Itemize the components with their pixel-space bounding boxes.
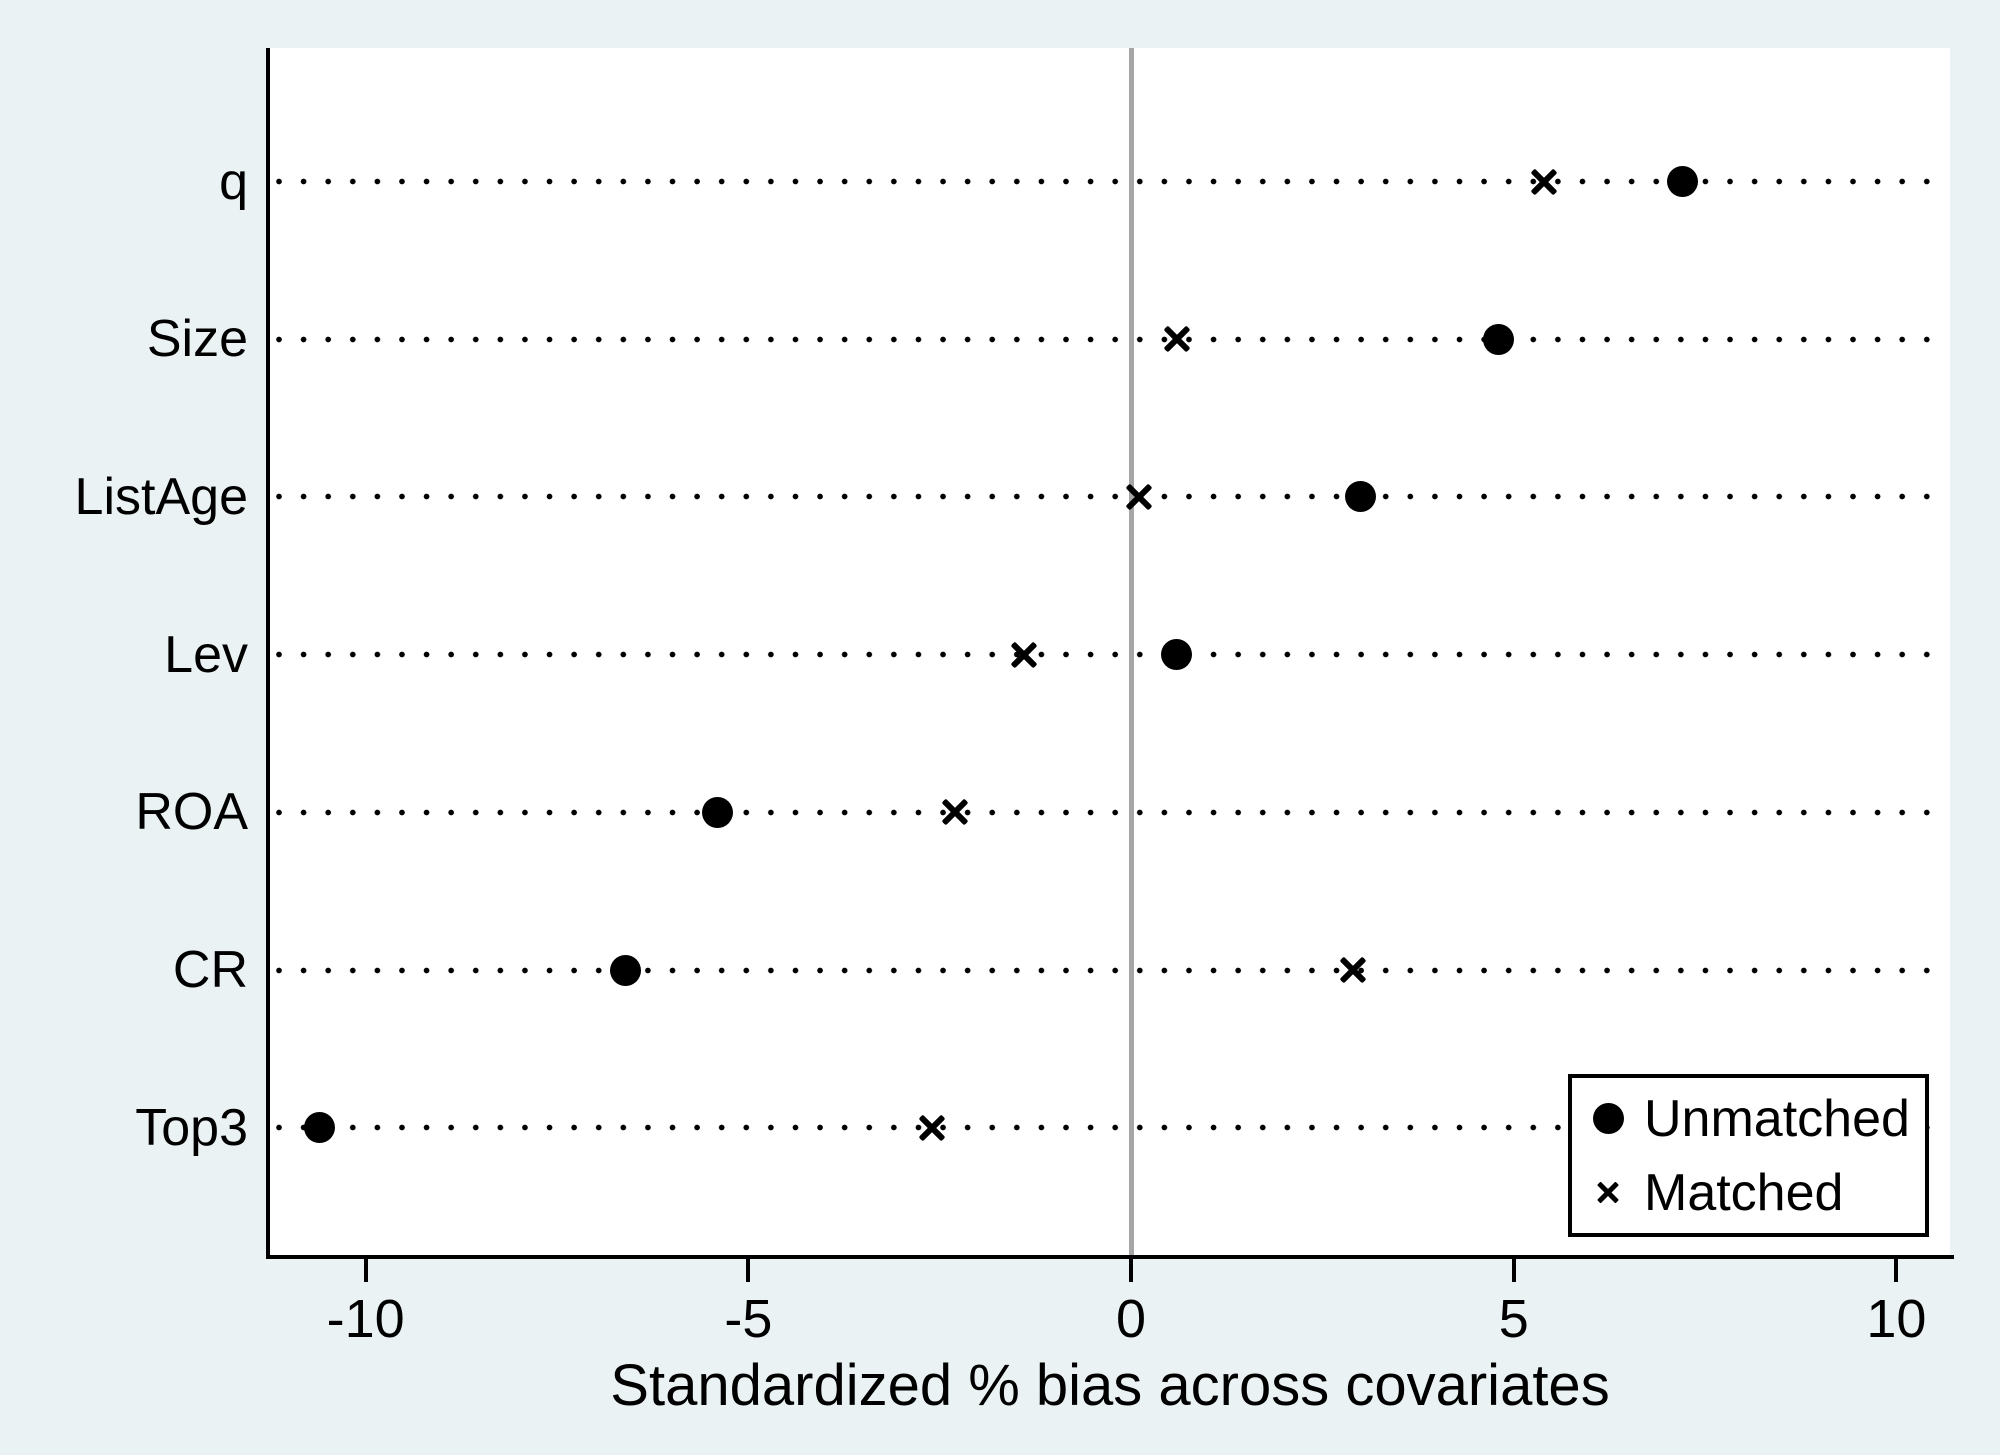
unmatched-marker	[1482, 323, 1514, 355]
y-axis-label-roa: ROA	[135, 783, 248, 842]
y-axis-label-size: Size	[146, 310, 248, 369]
x-axis-tick	[746, 1259, 751, 1282]
x-icon	[1596, 1181, 1620, 1205]
x-axis-tick	[363, 1259, 368, 1282]
circle-icon	[1592, 1103, 1624, 1134]
x-axis-tick	[1511, 1259, 1516, 1282]
dotted-guide-line	[276, 651, 1934, 659]
matched-marker	[1163, 325, 1191, 353]
matched-marker	[1125, 483, 1153, 511]
dotted-guide-line	[276, 1124, 1934, 1132]
unmatched-marker	[1345, 481, 1377, 513]
matched-marker	[918, 1114, 946, 1142]
legend-item-matched: Matched	[1572, 1161, 1925, 1225]
x-axis-tick	[1129, 1259, 1134, 1282]
unmatched-marker	[1161, 639, 1193, 671]
y-axis-label-q: q	[219, 152, 248, 211]
dotted-guide-line	[276, 335, 1934, 343]
x-axis-tick-label: 10	[1866, 1289, 1927, 1349]
legend-label: Unmatched	[1644, 1089, 1910, 1148]
dotted-guide-line	[276, 966, 1934, 974]
legend: Unmatched Matched	[1568, 1074, 1929, 1237]
unmatched-marker	[1666, 166, 1698, 197]
dotted-guide-line	[276, 808, 1934, 816]
matched-marker	[1339, 956, 1367, 984]
x-axis-tick-label: -5	[724, 1289, 773, 1349]
y-axis-line	[266, 48, 270, 1259]
unmatched-marker	[702, 796, 734, 828]
y-axis-label-lev: Lev	[164, 625, 248, 684]
dotted-guide-line	[276, 493, 1934, 501]
x-axis-title: Standardized % bias across covariates	[610, 1353, 1610, 1418]
y-axis-label-cr: CR	[172, 941, 248, 999]
unmatched-marker	[610, 954, 642, 986]
dotted-guide-line	[276, 178, 1934, 185]
x-axis-line	[266, 1255, 1954, 1259]
unmatched-marker	[304, 1112, 336, 1144]
matched-marker	[941, 798, 969, 826]
x-axis-tick-label: 0	[1116, 1289, 1147, 1349]
matched-marker	[1010, 641, 1038, 669]
matched-marker	[1530, 168, 1558, 196]
x-axis-tick	[1894, 1259, 1899, 1282]
x-axis-tick-label: 5	[1498, 1289, 1529, 1349]
x-axis-tick-label: -10	[326, 1289, 405, 1349]
legend-label: Matched	[1644, 1163, 1844, 1222]
y-axis-label-listage: ListAge	[74, 467, 248, 526]
y-axis-label-top3: Top3	[135, 1098, 248, 1157]
plot-area	[270, 48, 1950, 1255]
zero-reference-line	[1128, 48, 1134, 1255]
legend-item-unmatched: Unmatched	[1572, 1087, 1925, 1151]
